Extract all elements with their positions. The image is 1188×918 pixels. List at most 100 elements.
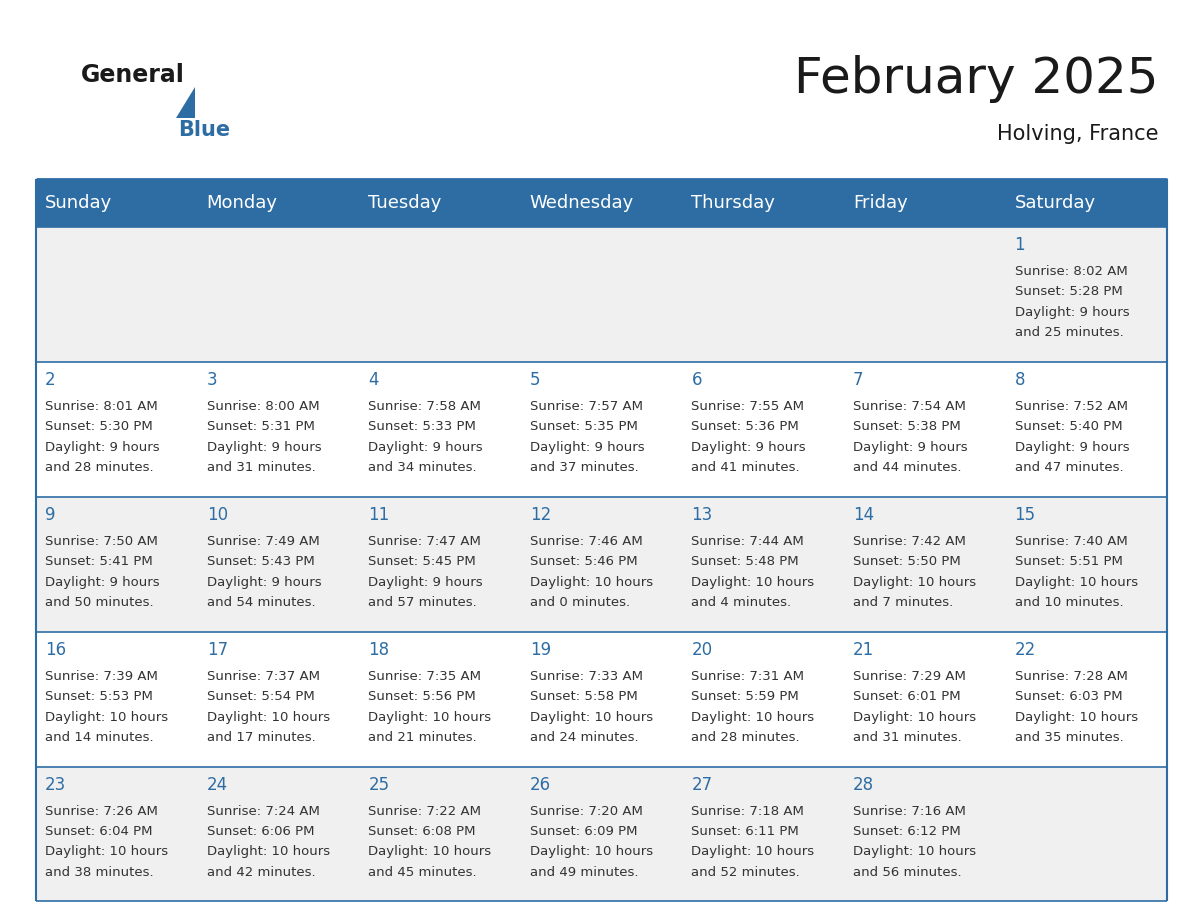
Text: Monday: Monday <box>207 194 278 212</box>
Text: Sunset: 5:54 PM: Sunset: 5:54 PM <box>207 690 315 703</box>
Text: Sunset: 6:12 PM: Sunset: 6:12 PM <box>853 825 961 838</box>
Text: and 56 minutes.: and 56 minutes. <box>853 866 961 879</box>
Text: Sunrise: 7:24 AM: Sunrise: 7:24 AM <box>207 805 320 818</box>
Text: Sunrise: 7:42 AM: Sunrise: 7:42 AM <box>853 535 966 548</box>
Text: Daylight: 10 hours: Daylight: 10 hours <box>45 845 169 858</box>
Text: Daylight: 9 hours: Daylight: 9 hours <box>1015 441 1129 453</box>
Text: Sunset: 6:03 PM: Sunset: 6:03 PM <box>1015 690 1123 703</box>
Text: Sunrise: 7:52 AM: Sunrise: 7:52 AM <box>1015 400 1127 413</box>
Text: Daylight: 10 hours: Daylight: 10 hours <box>45 711 169 723</box>
Text: 26: 26 <box>530 776 551 794</box>
Text: and 24 minutes.: and 24 minutes. <box>530 731 638 744</box>
Text: Sunset: 5:56 PM: Sunset: 5:56 PM <box>368 690 476 703</box>
Text: Daylight: 10 hours: Daylight: 10 hours <box>530 711 653 723</box>
Text: and 57 minutes.: and 57 minutes. <box>368 596 478 609</box>
Text: and 17 minutes.: and 17 minutes. <box>207 731 316 744</box>
Text: Sunset: 5:43 PM: Sunset: 5:43 PM <box>207 555 315 568</box>
Bar <box>36 179 1167 227</box>
Text: Sunrise: 7:54 AM: Sunrise: 7:54 AM <box>853 400 966 413</box>
Text: and 45 minutes.: and 45 minutes. <box>368 866 476 879</box>
Text: Sunrise: 7:47 AM: Sunrise: 7:47 AM <box>368 535 481 548</box>
Text: Daylight: 10 hours: Daylight: 10 hours <box>853 845 977 858</box>
Text: and 28 minutes.: and 28 minutes. <box>45 461 153 474</box>
Text: Daylight: 9 hours: Daylight: 9 hours <box>691 441 805 453</box>
Text: Daylight: 9 hours: Daylight: 9 hours <box>1015 306 1129 319</box>
Text: and 7 minutes.: and 7 minutes. <box>853 596 953 609</box>
Text: 11: 11 <box>368 506 390 524</box>
Bar <box>36 227 1167 362</box>
Text: Sunset: 5:41 PM: Sunset: 5:41 PM <box>45 555 153 568</box>
Text: Sunrise: 7:26 AM: Sunrise: 7:26 AM <box>45 805 158 818</box>
Text: Sunrise: 7:50 AM: Sunrise: 7:50 AM <box>45 535 158 548</box>
Text: Sunset: 6:09 PM: Sunset: 6:09 PM <box>530 825 637 838</box>
Text: Sunrise: 8:02 AM: Sunrise: 8:02 AM <box>1015 265 1127 278</box>
Text: and 28 minutes.: and 28 minutes. <box>691 731 800 744</box>
Bar <box>36 362 1167 497</box>
Text: and 34 minutes.: and 34 minutes. <box>368 461 476 474</box>
Text: Sunset: 6:06 PM: Sunset: 6:06 PM <box>207 825 314 838</box>
Text: Sunset: 5:30 PM: Sunset: 5:30 PM <box>45 420 153 433</box>
Text: and 54 minutes.: and 54 minutes. <box>207 596 315 609</box>
Text: Sunset: 5:35 PM: Sunset: 5:35 PM <box>530 420 638 433</box>
Text: 2: 2 <box>45 371 56 389</box>
Text: Daylight: 9 hours: Daylight: 9 hours <box>368 576 482 588</box>
Text: and 31 minutes.: and 31 minutes. <box>207 461 316 474</box>
Text: 1: 1 <box>1015 236 1025 254</box>
Text: Sunset: 5:33 PM: Sunset: 5:33 PM <box>368 420 476 433</box>
Text: Daylight: 10 hours: Daylight: 10 hours <box>691 576 815 588</box>
Text: Daylight: 9 hours: Daylight: 9 hours <box>207 576 321 588</box>
Text: 27: 27 <box>691 776 713 794</box>
Bar <box>36 632 1167 767</box>
Text: Sunrise: 7:37 AM: Sunrise: 7:37 AM <box>207 670 320 683</box>
Text: 20: 20 <box>691 641 713 659</box>
Text: Daylight: 9 hours: Daylight: 9 hours <box>530 441 644 453</box>
Text: Sunrise: 7:28 AM: Sunrise: 7:28 AM <box>1015 670 1127 683</box>
Text: Sunrise: 7:18 AM: Sunrise: 7:18 AM <box>691 805 804 818</box>
Text: Sunset: 5:59 PM: Sunset: 5:59 PM <box>691 690 800 703</box>
Text: Daylight: 10 hours: Daylight: 10 hours <box>368 845 492 858</box>
Text: Daylight: 9 hours: Daylight: 9 hours <box>207 441 321 453</box>
Text: 24: 24 <box>207 776 228 794</box>
Text: and 21 minutes.: and 21 minutes. <box>368 731 478 744</box>
Text: and 14 minutes.: and 14 minutes. <box>45 731 153 744</box>
Text: and 10 minutes.: and 10 minutes. <box>1015 596 1123 609</box>
Text: and 49 minutes.: and 49 minutes. <box>530 866 638 879</box>
Text: Daylight: 9 hours: Daylight: 9 hours <box>45 576 159 588</box>
Text: Daylight: 10 hours: Daylight: 10 hours <box>853 576 977 588</box>
Text: 4: 4 <box>368 371 379 389</box>
Text: Sunset: 5:51 PM: Sunset: 5:51 PM <box>1015 555 1123 568</box>
Text: and 0 minutes.: and 0 minutes. <box>530 596 630 609</box>
Text: Sunrise: 7:22 AM: Sunrise: 7:22 AM <box>368 805 481 818</box>
Text: Sunset: 5:53 PM: Sunset: 5:53 PM <box>45 690 153 703</box>
Text: Sunrise: 8:00 AM: Sunrise: 8:00 AM <box>207 400 320 413</box>
Text: Sunset: 5:46 PM: Sunset: 5:46 PM <box>530 555 638 568</box>
Text: Sunrise: 7:57 AM: Sunrise: 7:57 AM <box>530 400 643 413</box>
Text: Daylight: 10 hours: Daylight: 10 hours <box>368 711 492 723</box>
Text: Saturday: Saturday <box>1015 194 1095 212</box>
Text: Daylight: 10 hours: Daylight: 10 hours <box>1015 711 1138 723</box>
Text: Sunrise: 7:31 AM: Sunrise: 7:31 AM <box>691 670 804 683</box>
Text: Sunrise: 7:49 AM: Sunrise: 7:49 AM <box>207 535 320 548</box>
Text: 5: 5 <box>530 371 541 389</box>
Text: 15: 15 <box>1015 506 1036 524</box>
Text: Sunrise: 7:29 AM: Sunrise: 7:29 AM <box>853 670 966 683</box>
Text: 21: 21 <box>853 641 874 659</box>
Text: and 4 minutes.: and 4 minutes. <box>691 596 791 609</box>
Text: Sunrise: 7:55 AM: Sunrise: 7:55 AM <box>691 400 804 413</box>
Text: Sunrise: 7:35 AM: Sunrise: 7:35 AM <box>368 670 481 683</box>
Text: Sunset: 5:36 PM: Sunset: 5:36 PM <box>691 420 800 433</box>
Text: 3: 3 <box>207 371 217 389</box>
Text: Sunset: 6:04 PM: Sunset: 6:04 PM <box>45 825 152 838</box>
Text: Sunset: 6:08 PM: Sunset: 6:08 PM <box>368 825 475 838</box>
Text: Sunrise: 7:20 AM: Sunrise: 7:20 AM <box>530 805 643 818</box>
Text: 16: 16 <box>45 641 67 659</box>
Text: Sunset: 5:31 PM: Sunset: 5:31 PM <box>207 420 315 433</box>
Text: Sunset: 5:45 PM: Sunset: 5:45 PM <box>368 555 476 568</box>
Text: Sunset: 5:38 PM: Sunset: 5:38 PM <box>853 420 961 433</box>
Text: 18: 18 <box>368 641 390 659</box>
Text: Sunset: 5:48 PM: Sunset: 5:48 PM <box>691 555 800 568</box>
Text: Sunrise: 7:16 AM: Sunrise: 7:16 AM <box>853 805 966 818</box>
Polygon shape <box>176 87 195 118</box>
Text: Sunset: 6:11 PM: Sunset: 6:11 PM <box>691 825 800 838</box>
Text: 19: 19 <box>530 641 551 659</box>
